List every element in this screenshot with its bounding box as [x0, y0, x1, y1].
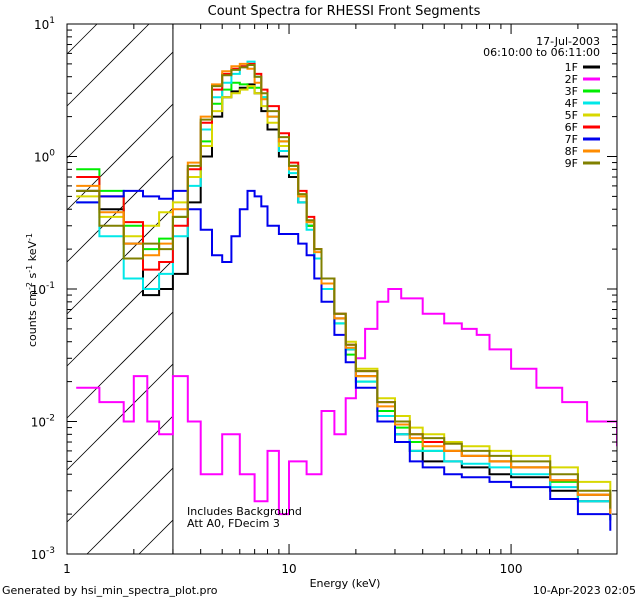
series-line-7F — [76, 189, 612, 531]
x-tick-label: 100 — [500, 562, 523, 576]
series-line-2F — [76, 288, 617, 516]
hatch-line — [66, 311, 174, 419]
y-tick-label: 10-2 — [31, 414, 55, 430]
legend-label-5F: 5F — [565, 109, 578, 122]
y-tick-label: 101 — [34, 16, 55, 32]
hatch-line — [66, 23, 98, 55]
y-tick-label: 10-3 — [31, 546, 55, 562]
hatch-line — [66, 259, 174, 367]
legend-label-4F: 4F — [565, 97, 578, 110]
y-tick-label: 100 — [34, 149, 55, 165]
series-line-5F — [76, 85, 612, 502]
legend-label-8F: 8F — [565, 145, 578, 158]
y-label-exp-2: -1 — [25, 265, 34, 273]
axis-tick-labels: 1 10 100 10-3 10-2 10-1 100 101 — [31, 16, 523, 576]
legend-label-1F: 1F — [565, 61, 578, 74]
x-tick-label: 10 — [281, 562, 296, 576]
hatch-line — [138, 519, 174, 555]
y-label-part-1: counts cm — [26, 290, 39, 347]
y-label-exp-3: -1 — [25, 233, 34, 241]
hatch-line — [66, 415, 174, 523]
series-line-1F — [76, 83, 612, 521]
series-layer — [76, 60, 617, 531]
footer-timestamp: 10-Apr-2023 02:05 — [533, 584, 636, 597]
series-line-3F — [76, 81, 612, 515]
date-label: 17-Jul-2003 — [536, 35, 600, 48]
hatch-line — [66, 207, 174, 315]
axis-ticks — [66, 23, 618, 555]
legend-label-2F: 2F — [565, 73, 578, 86]
y-axis-label: counts cm-2 s-1 keV-1 — [25, 233, 39, 347]
legend-label-3F: 3F — [565, 85, 578, 98]
series-line-9F — [76, 64, 612, 509]
legend-label-9F: 9F — [565, 157, 578, 170]
x-tick-label: 1 — [63, 562, 71, 576]
x-axis-label: Energy (keV) — [310, 577, 381, 590]
y-label-exp-1: -2 — [25, 282, 34, 290]
y-label-part-3: keV — [26, 241, 39, 265]
hatch-line — [66, 23, 150, 107]
annotation-attenuator: Att A0, FDecim 3 — [187, 517, 280, 530]
y-tick-label: 10-1 — [31, 281, 55, 297]
hatch-line — [86, 467, 174, 555]
chart-title: Count Spectra for RHESSI Front Segments — [208, 4, 481, 19]
hatch-line — [66, 51, 174, 159]
series-line-4F — [76, 60, 612, 521]
legend-label-6F: 6F — [565, 121, 578, 134]
footer-generated-by: Generated by hsi_min_spectra_plot.pro — [2, 584, 218, 597]
time-range-label: 06:10:00 to 06:11:00 — [483, 46, 600, 59]
hatch-line — [66, 363, 174, 471]
annotation-background: Includes Background — [187, 505, 302, 518]
y-label-part-2: s — [26, 272, 39, 281]
legend-label-7F: 7F — [565, 133, 578, 146]
hatch-line — [66, 103, 174, 211]
